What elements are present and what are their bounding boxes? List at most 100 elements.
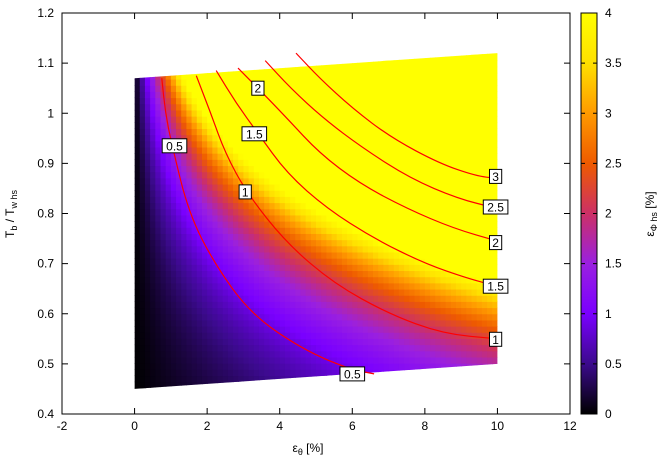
heat-cell [227, 54, 234, 62]
heat-cell [316, 122, 322, 129]
heat-cell [181, 159, 187, 167]
heat-cell [331, 78, 338, 86]
heat-cell [331, 227, 338, 234]
heat-cell [217, 313, 224, 321]
heat-cell [424, 313, 431, 321]
heat-cell [181, 387, 187, 389]
heat-cell [196, 221, 203, 228]
heat-cell [222, 183, 229, 191]
heat-cell [362, 264, 369, 272]
heat-cell [383, 381, 390, 389]
heat-cell [227, 338, 234, 346]
heat-cell [305, 233, 312, 241]
heat-cell [134, 363, 141, 370]
heat-cell [305, 221, 312, 228]
heat-cell [336, 295, 343, 302]
heat-cell [310, 146, 317, 154]
heat-cell [243, 103, 250, 111]
heat-cell [341, 332, 348, 339]
heat-cell [326, 387, 333, 389]
heat-cell [398, 54, 405, 62]
heat-cell [414, 245, 421, 253]
heat-cell [455, 270, 462, 278]
heat-cell [196, 159, 203, 167]
heat-cell [295, 326, 302, 333]
heat-cell [424, 72, 431, 80]
heat-cell [196, 60, 203, 68]
heat-cell [321, 85, 327, 92]
heat-cell [435, 282, 441, 290]
heat-cell [435, 153, 441, 160]
heat-cell [326, 251, 333, 259]
heat-cell [440, 258, 447, 265]
heat-cell [222, 245, 229, 253]
heat-cell [435, 134, 441, 142]
heat-cell [435, 103, 441, 111]
heat-cell [290, 146, 296, 154]
heat-cell [150, 214, 156, 222]
heat-cell [326, 66, 333, 74]
heat-cell [170, 53, 177, 55]
heat-cell [424, 171, 431, 179]
heat-cell [295, 307, 302, 315]
heat-cell [196, 122, 203, 129]
heat-cell [165, 171, 172, 179]
heat-cell [274, 233, 281, 241]
heat-cell [409, 313, 416, 321]
heat-cell [347, 103, 353, 111]
heat-cell [243, 319, 250, 327]
heat-cell [455, 208, 462, 216]
heat-cell [160, 295, 167, 302]
heat-cell [419, 381, 426, 389]
heat-cell [310, 190, 317, 197]
heat-cell [134, 214, 141, 222]
heat-cell [170, 171, 177, 179]
heat-cell [207, 221, 213, 228]
heat-cell [212, 295, 219, 302]
heat-cell [357, 251, 364, 259]
heat-cell [352, 313, 359, 321]
heat-cell [305, 264, 312, 272]
heat-cell [248, 251, 255, 259]
heat-cell [461, 146, 467, 154]
heat-cell [201, 85, 208, 92]
heat-cell [466, 344, 473, 352]
heat-cell [409, 369, 416, 377]
contour-label: 0.5 [339, 366, 366, 382]
heat-cell [300, 221, 307, 228]
heat-cell [487, 363, 493, 370]
heat-cell [481, 159, 488, 167]
heat-cell [196, 375, 203, 383]
heat-cell [186, 128, 193, 136]
heat-cell [461, 103, 467, 111]
heat-cell [414, 66, 421, 74]
heat-cell [155, 72, 162, 80]
heat-cell [160, 171, 167, 179]
heat-cell [207, 177, 213, 185]
heat-cell [440, 282, 447, 290]
heat-cell [269, 177, 276, 185]
heat-cell [414, 332, 421, 339]
heat-cell [331, 91, 338, 99]
heat-cell [424, 159, 431, 167]
heat-cell [336, 326, 343, 333]
heat-cell [450, 363, 457, 370]
heat-cell [222, 319, 229, 327]
heat-cell [264, 140, 270, 148]
contour-line-1 [195, 75, 498, 340]
heat-cell [362, 202, 369, 210]
heat-cell [279, 307, 286, 315]
heat-cell [150, 369, 156, 377]
heat-cell [367, 313, 374, 321]
heat-cell [300, 97, 307, 105]
heat-cell [388, 350, 395, 358]
heat-cell [155, 227, 162, 234]
heat-cell [357, 264, 364, 272]
heat-cell [207, 227, 213, 234]
heat-cell [424, 116, 431, 123]
heat-cell [357, 66, 364, 74]
heat-cell [445, 326, 452, 333]
heat-cell [461, 97, 467, 105]
heat-cell [310, 128, 317, 136]
heat-cell [404, 350, 410, 358]
